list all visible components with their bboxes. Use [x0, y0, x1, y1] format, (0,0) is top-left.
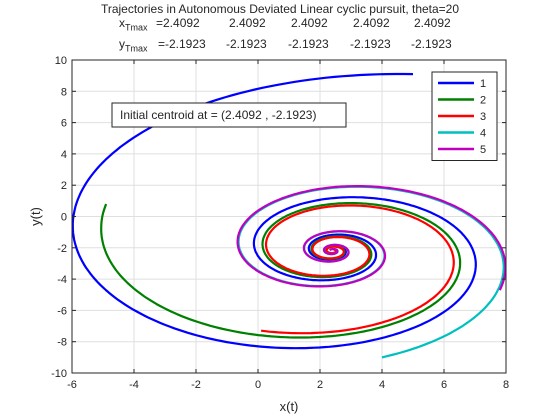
y-tick-label: 8 [61, 86, 67, 98]
trajectory-curves [71, 72, 507, 359]
y-tmax-label: yTmax [119, 37, 148, 54]
annotation-text: Initial centroid at = (2.4092 , -2.1923) [120, 108, 316, 122]
x-tick-label: 0 [255, 379, 261, 391]
axis-ticks: -6 -4 -2 0 2 4 6 8 -10 -8 -6 -4 -2 0 2 4 6 8 10 [51, 55, 509, 391]
y-tmax-row: yTmax =-2.1923 -2.1923 -2.1923 -2.1923 -… [119, 37, 519, 53]
centroid-annotation: Initial centroid at = (2.4092 , -2.1923) [111, 102, 347, 128]
x-tmax-value: 2.4092 [353, 16, 390, 30]
trajectory-series-3 [260, 204, 455, 335]
y-tick-label: 10 [55, 55, 67, 67]
y-tick-label: 6 [61, 118, 67, 130]
x-tick-label: -6 [67, 379, 77, 391]
x-tmax-value: 2.4092 [291, 16, 328, 30]
x-tick-label: 4 [379, 379, 385, 391]
chart-title: Trajectories in Autonomous Deviated Line… [100, 2, 460, 16]
x-tmax-value: 2.4092 [229, 16, 266, 30]
y-tick-label: -4 [57, 274, 67, 286]
y-tmax-value: -2.1923 [411, 37, 452, 51]
y-tmax-value: -2.1923 [350, 37, 391, 51]
y-tick-label: -2 [57, 243, 67, 255]
legend: 1 2 3 4 5 [431, 71, 498, 161]
y-tmax-value: -2.1923 [226, 37, 267, 51]
y-tick-label: 4 [61, 149, 67, 161]
y-tick-label: 0 [61, 212, 67, 224]
annotation-box [111, 102, 347, 128]
y-tmax-value: -2.1923 [288, 37, 329, 51]
legend-label: 1 [480, 78, 486, 90]
y-tick-label: 2 [61, 180, 67, 192]
x-tick-label: -2 [191, 379, 201, 391]
y-tick-label: -8 [57, 337, 67, 349]
x-tick-label: -4 [129, 379, 139, 391]
y-tmax-value: =-2.1923 [158, 37, 206, 51]
trajectory-series-5 [236, 185, 507, 291]
x-tick-label: 8 [503, 379, 509, 391]
legend-label: 2 [480, 95, 486, 107]
x-tmax-label: xTmax [119, 16, 148, 33]
x-tmax-value: 2.4092 [414, 16, 451, 30]
legend-label: 4 [480, 128, 486, 140]
y-axis-label: y(t) [28, 207, 43, 226]
x-axis-label: x(t) [280, 399, 299, 414]
y-tick-label: -10 [51, 368, 67, 380]
y-tick-label: -6 [57, 305, 67, 317]
x-tmax-row: xTmax =2.4092 2.4092 2.4092 2.4092 2.409… [119, 16, 519, 32]
legend-label: 3 [480, 111, 486, 123]
x-tmax-value: =2.4092 [156, 16, 200, 30]
legend-label: 5 [480, 144, 486, 156]
x-tick-label: 6 [441, 379, 447, 391]
x-tick-label: 2 [317, 379, 323, 391]
